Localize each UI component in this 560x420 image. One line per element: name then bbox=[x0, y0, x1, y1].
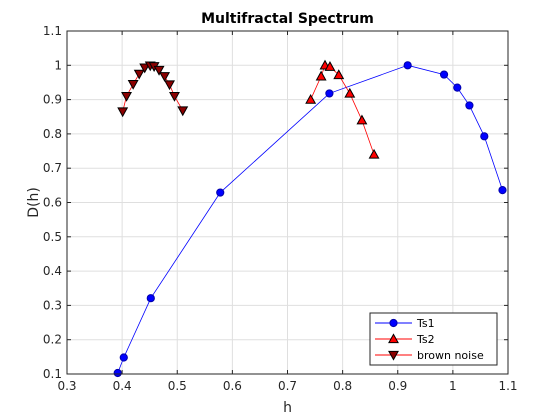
x-tick-label: 0.4 bbox=[113, 379, 132, 393]
legend-marker bbox=[388, 333, 399, 344]
chart-title: Multifractal Spectrum bbox=[201, 11, 374, 27]
data-point bbox=[164, 80, 175, 91]
x-axis-label: h bbox=[283, 400, 292, 416]
x-tick-label: 0.5 bbox=[168, 379, 187, 393]
data-point bbox=[480, 132, 489, 141]
data-point bbox=[139, 63, 151, 74]
data-point bbox=[333, 69, 345, 80]
data-point bbox=[153, 65, 165, 76]
x-tick-label: 0.3 bbox=[57, 379, 76, 393]
y-tick-label: 0.6 bbox=[43, 196, 62, 210]
x-tick-label: 0.8 bbox=[333, 379, 352, 393]
axis-ticks: 0.3 0.4 0.5 0.6 0.7 0.8 0.9 1 1.1 0.1 0.2 0.3 0.4 0.5… bbox=[43, 24, 518, 393]
y-tick-label: 0.1 bbox=[43, 367, 62, 381]
x-tick-label: 1 bbox=[449, 379, 457, 393]
legend-label: Ts1 bbox=[416, 317, 435, 330]
series-ts2 bbox=[305, 59, 380, 159]
legend-label: brown noise bbox=[417, 349, 484, 362]
y-tick-label: 1 bbox=[54, 58, 62, 72]
y-tick-label: 0.2 bbox=[43, 333, 62, 347]
data-point bbox=[498, 186, 507, 195]
x-tick-label: 0.6 bbox=[223, 379, 242, 393]
data-point bbox=[324, 61, 336, 71]
data-point bbox=[169, 91, 180, 102]
data-point bbox=[133, 69, 145, 80]
y-tick-label: 0.7 bbox=[43, 161, 62, 175]
data-point bbox=[344, 87, 356, 98]
series-ts1 bbox=[113, 61, 507, 378]
data-point bbox=[117, 107, 129, 118]
legend-marker bbox=[389, 318, 398, 328]
legend: Ts1 Ts2 brown noise bbox=[369, 312, 498, 366]
legend-label: Ts2 bbox=[416, 333, 435, 346]
y-tick-label: 0.8 bbox=[43, 127, 62, 141]
legend-entry: Ts2 bbox=[375, 333, 435, 346]
data-point bbox=[119, 353, 128, 362]
x-tick-label: 0.7 bbox=[278, 379, 297, 393]
y-tick-label: 0.4 bbox=[43, 264, 62, 278]
data-point bbox=[305, 93, 317, 104]
y-tick-label: 1.1 bbox=[43, 24, 62, 38]
y-axis-label: D(h) bbox=[26, 187, 42, 218]
data-point bbox=[325, 89, 334, 98]
data-point bbox=[146, 294, 155, 303]
y-tick-label: 0.9 bbox=[43, 93, 62, 107]
data-point bbox=[177, 106, 189, 117]
series-layer bbox=[113, 59, 507, 378]
data-point bbox=[439, 70, 449, 79]
data-point bbox=[113, 368, 122, 378]
y-tick-label: 0.3 bbox=[43, 298, 62, 312]
legend-entry: brown noise bbox=[375, 349, 484, 362]
series-brown-noise bbox=[117, 61, 189, 118]
x-tick-label: 1.1 bbox=[498, 379, 517, 393]
data-point bbox=[315, 70, 327, 81]
data-point bbox=[127, 79, 139, 90]
legend-marker bbox=[388, 350, 399, 361]
data-point bbox=[403, 61, 412, 70]
data-point bbox=[453, 83, 462, 92]
legend-entry: Ts1 bbox=[375, 317, 435, 330]
data-point bbox=[159, 72, 171, 82]
data-point bbox=[368, 148, 380, 159]
x-tick-label: 0.9 bbox=[388, 379, 407, 393]
data-point bbox=[356, 114, 368, 125]
data-point bbox=[465, 101, 474, 110]
y-tick-label: 0.5 bbox=[43, 230, 62, 244]
data-point bbox=[121, 91, 132, 102]
data-point bbox=[216, 188, 225, 197]
